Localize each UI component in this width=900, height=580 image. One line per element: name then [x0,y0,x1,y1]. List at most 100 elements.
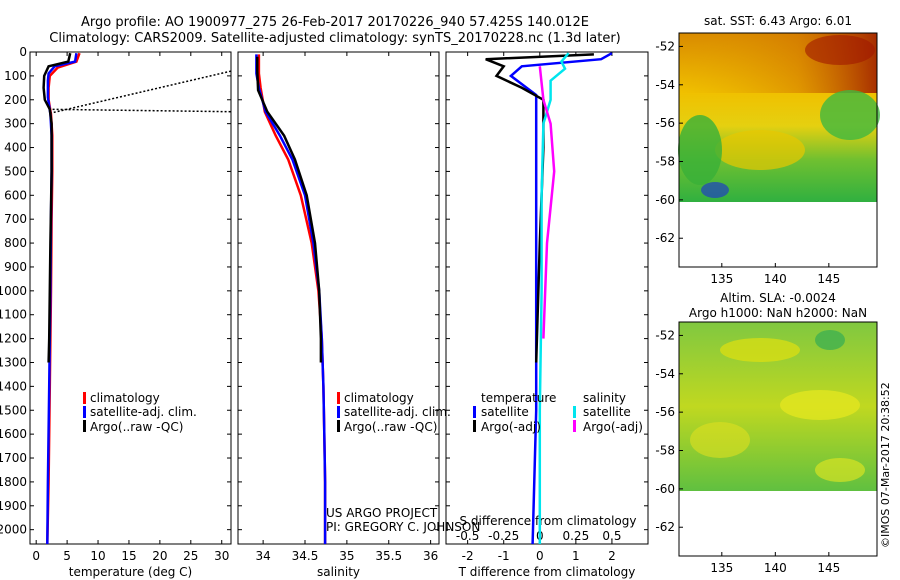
legend-header-salinity: salinity [583,391,626,405]
x-tick-label: 0 [536,549,544,563]
y-tick-label: 1100 [0,308,27,322]
sst-map: sat. SST: 6.43 Argo: 6.01 -52 -54 -56 -58 -6… [655,14,880,286]
legend-swatch-argo [337,420,340,432]
sla-map: Altim. SLA: -0.0024 Argo h1000: NaN h200… [655,291,878,575]
x-tick-label: 2 [608,549,616,563]
legend-label-sal-satellite: satellite [583,405,631,419]
legend-label-sal-argo: Argo(-adj) [583,420,643,434]
sla-map-title-line-1: Altim. SLA: -0.0024 [720,291,836,305]
y-tick-label: 500 [4,164,27,178]
series-line-argo-raw-qc- [256,56,323,363]
y-tick-label: 100 [4,69,27,83]
watermark: ©IMOS 07-Mar-2017 20:38:52 [879,382,892,548]
series-line-salinity-argo-adj- [538,66,556,339]
legend-swatch-satellite [337,406,340,418]
y-tick-label: 1900 [0,499,27,513]
difference-panel: -2 -1 0 1 2 T difference from climatology S di… [445,51,649,579]
project-line-1: US ARGO PROJECT [326,506,438,520]
legend-swatch-temp-argo [473,420,476,432]
x-tick-label: 1 [572,549,580,563]
y-tick-label: 0 [19,45,27,59]
temperature-legend: climatology satellite-adj. clim. Argo(..… [83,391,197,434]
map-y-tick-label: -60 [655,193,675,207]
legend-label-temp-satellite: satellite [481,405,529,419]
legend-label-argo: Argo(..raw -QC) [90,420,183,434]
y-tick-label: 1300 [0,355,27,369]
series-line-argo-raw-dashed [51,70,232,114]
salinity-legend: climatology satellite-adj. clim. Argo(..… [337,391,451,434]
sst-map-patch [805,35,875,65]
sst-map-patch [678,115,722,185]
x-tick-label: 20 [152,549,167,563]
map-x-tick-label: 145 [817,272,840,286]
x-tick-label: -2 [462,549,474,563]
map-y-tick-label: -56 [655,116,675,130]
sst-map-patch [820,90,880,140]
y-tick-label: 700 [4,212,27,226]
map-x-tick-label: 135 [710,272,733,286]
y-tick-label: 1500 [0,403,27,417]
title-line-1: Argo profile: AO 1900977_275 26-Feb-2017… [81,15,589,30]
legend-swatch-sal-argo [573,420,576,432]
top-tick-label: -0.25 [488,529,519,543]
map-y-tick-label: -58 [655,444,675,458]
y-tick-label: 200 [4,93,27,107]
y-tick-label: 600 [4,188,27,202]
legend-label-satellite: satellite-adj. clim. [344,405,451,419]
sla-map-title-line-2: Argo h1000: NaN h2000: NaN [689,306,867,320]
x-tick-label: 35.5 [375,549,402,563]
map-y-tick-label: -62 [655,231,675,245]
map-y-tick-label: -58 [655,155,675,169]
y-tick-label: 1800 [0,475,27,489]
y-tick-label: 1600 [0,427,27,441]
legend-header-temperature: temperature [481,391,556,405]
x-axis-label: salinity [317,565,360,579]
map-x-tick-label: 140 [764,561,787,575]
legend-swatch-sal-satellite [573,406,576,418]
x-axis-label: temperature (deg C) [69,565,192,579]
salinity-panel: 34 34.5 35 35.5 36 salinity [237,51,440,579]
x-tick-label: -1 [498,549,510,563]
x-tick-label: 34 [255,549,270,563]
top-tick-label: -0.5 [456,529,479,543]
project-line-2: PI: GREGORY C. JOHNSON [326,520,480,534]
y-tick-label: 2000 [0,523,27,537]
legend-label-climatology: climatology [344,391,414,405]
legend-swatch-temp-satellite [473,406,476,418]
y-tick-label: 800 [4,236,27,250]
top-tick-label: 0.25 [562,529,589,543]
sla-map-patch [690,422,750,458]
sst-map-frame [678,32,878,268]
x-axis-label: T difference from climatology [458,565,636,579]
x-tick-label: 15 [121,549,136,563]
x-tick-label: 5 [63,549,71,563]
sla-map-patch [815,330,845,350]
map-y-tick-label: -52 [655,328,675,342]
y-tick-label: 1700 [0,451,27,465]
legend-label-satellite: satellite-adj. clim. [90,405,197,419]
legend-label-temp-argo: Argo(-adj) [481,420,541,434]
x-tick-label: 35 [339,549,354,563]
y-tick-label: 1400 [0,379,27,393]
map-y-tick-label: -54 [655,78,675,92]
title-line-2: Climatology: CARS2009. Satellite-adjuste… [49,31,621,46]
y-tick-label: 1000 [0,284,27,298]
legend-swatch-climatology [337,392,340,404]
y-tick-label: 900 [4,260,27,274]
map-y-tick-label: -54 [655,367,675,381]
legend-swatch-climatology [83,392,86,404]
map-x-tick-label: 135 [710,561,733,575]
x-tick-label: 30 [214,549,229,563]
sla-map-patch [815,458,865,482]
map-x-tick-label: 140 [764,272,787,286]
x-tick-label: 34.5 [292,549,319,563]
map-y-tick-label: -62 [655,520,675,534]
sla-map-frame [678,321,878,557]
x-tick-label: 0 [32,549,40,563]
map-x-tick-label: 145 [817,561,840,575]
sst-map-patch [701,182,729,198]
legend-label-climatology: climatology [90,391,160,405]
y-tick-label: 300 [4,117,27,131]
x-tick-label: 25 [183,549,198,563]
y-tick-label: 400 [4,141,27,155]
